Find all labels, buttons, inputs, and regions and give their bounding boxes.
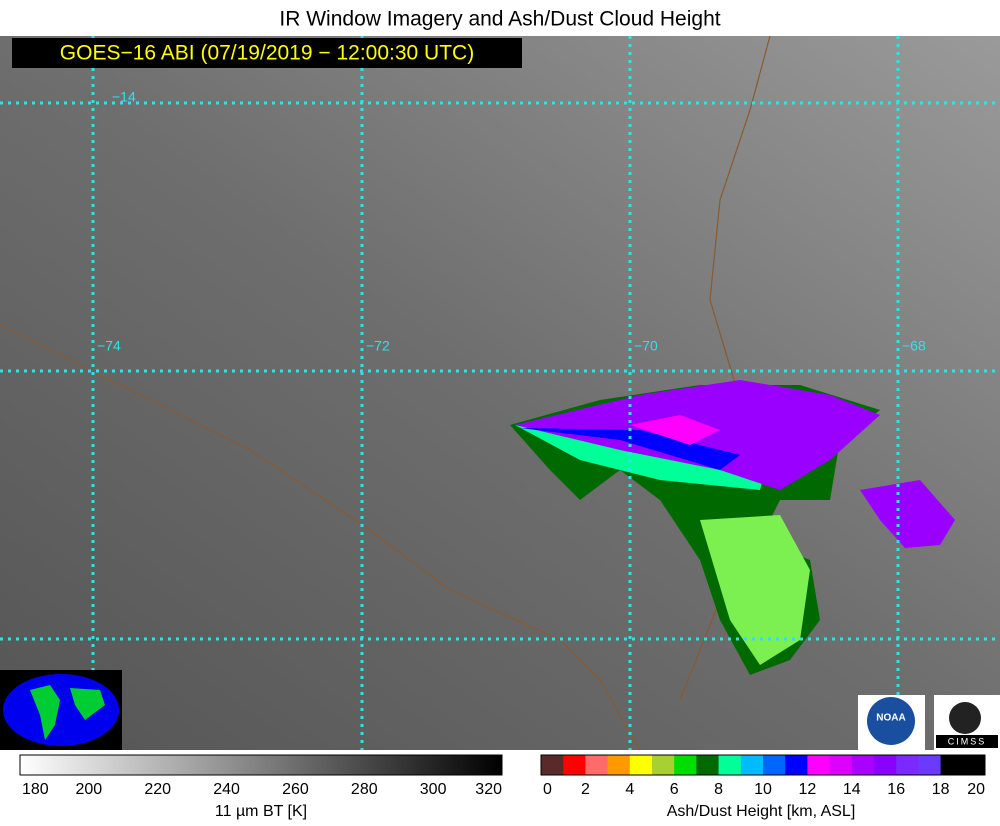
colorbar-tick: 18 [932, 781, 950, 798]
subtitle-box [12, 38, 522, 68]
colorbar-tick: 14 [843, 781, 861, 798]
colorbar-tick: 16 [887, 781, 905, 798]
colorbar-tick: 6 [670, 781, 679, 798]
color-swatch [652, 755, 675, 775]
map: −14 −74 −72 −70 −68 GOES−16 ABI (07/19/2… [0, 35, 1000, 751]
graticule: −14 −74 −72 −70 −68 [0, 36, 1000, 750]
colorbar-tick: 220 [144, 781, 171, 798]
ir-image [0, 36, 1000, 750]
ash-colorbar [540, 754, 986, 776]
lon-label: −70 [634, 338, 658, 354]
plume-blue [520, 428, 740, 470]
lat-label: −14 [112, 89, 136, 105]
colorbar-tick: 240 [213, 781, 240, 798]
color-swatch [541, 755, 564, 775]
color-swatch [962, 755, 986, 775]
color-swatch [740, 755, 764, 775]
globe-inset [0, 670, 122, 750]
lon-label: −74 [97, 338, 121, 354]
cimss-logo: CIMSS [934, 695, 1000, 750]
colorbar-tick: 10 [754, 781, 772, 798]
color-swatch [607, 755, 631, 775]
bt-colorbar [19, 754, 503, 776]
color-swatch [674, 755, 697, 775]
lon-label: −68 [902, 338, 926, 354]
colorbar-label: 11 µm BT [K] [215, 803, 307, 820]
color-swatch [563, 755, 586, 775]
colorbar-tick: 260 [282, 781, 309, 798]
colorbar-frame [540, 754, 986, 776]
plume-green [700, 515, 810, 665]
cimss-text: CIMSS [948, 736, 987, 746]
noaa-logo: NOAA [858, 695, 925, 750]
color-swatch [807, 755, 831, 775]
plume-east [860, 480, 955, 548]
plume-magenta [630, 415, 720, 445]
colorbar-tick: 300 [420, 781, 447, 798]
color-swatch [763, 755, 786, 775]
color-swatch [585, 755, 609, 775]
color-swatch [829, 755, 853, 775]
colorbar-tick: 200 [76, 781, 103, 798]
color-swatch [851, 755, 875, 775]
color-swatch [696, 755, 720, 775]
colorbar-tick: 280 [351, 781, 378, 798]
colorbar-label: Ash/Dust Height [km, ASL] [667, 803, 856, 820]
color-swatch [940, 755, 964, 775]
color-swatch [918, 755, 942, 775]
colorbar-tick: 320 [475, 781, 502, 798]
colorbar-tick: 180 [22, 781, 49, 798]
color-swatch [896, 755, 919, 775]
coastline [0, 324, 641, 751]
colorbar-tick: 0 [543, 781, 552, 798]
colorbar-tick: 4 [625, 781, 634, 798]
colorbar-tick: 20 [967, 781, 985, 798]
subtitle: GOES−16 ABI (07/19/2019 − 12:00:30 UTC) [60, 42, 474, 65]
color-swatch [874, 755, 897, 775]
colorbar-tick: 8 [714, 781, 723, 798]
colorbar-tick: 2 [581, 781, 590, 798]
noaa-text: NOAA [876, 713, 905, 724]
color-swatch [629, 755, 653, 775]
color-swatch [718, 755, 742, 775]
colorbar-tick: 12 [799, 781, 817, 798]
lon-label: −72 [366, 338, 390, 354]
title: IR Window Imagery and Ash/Dust Cloud Hei… [279, 8, 720, 31]
color-swatch [785, 755, 808, 775]
